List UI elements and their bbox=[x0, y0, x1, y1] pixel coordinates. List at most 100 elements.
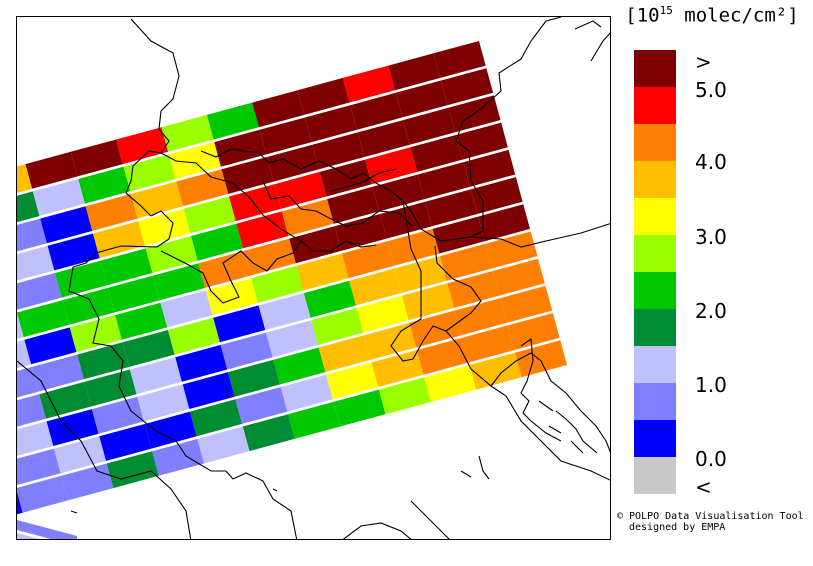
swath-pixel bbox=[388, 53, 441, 91]
swath-pixel bbox=[91, 396, 144, 434]
swath-pixel bbox=[463, 149, 516, 187]
swath-pixel bbox=[441, 68, 494, 106]
swath-pixel bbox=[409, 310, 462, 348]
swath-pixel bbox=[206, 102, 259, 140]
swath-pixel bbox=[175, 344, 228, 382]
swath-pixel bbox=[62, 287, 115, 325]
swath-pixel bbox=[100, 248, 153, 286]
swath-pixel bbox=[78, 166, 131, 204]
swath-pixel bbox=[318, 335, 371, 373]
swath-pixel bbox=[122, 330, 175, 367]
swath-pixel bbox=[84, 369, 137, 407]
swath-pixel bbox=[213, 305, 266, 343]
legend-swatch bbox=[634, 346, 676, 383]
swath-pixel bbox=[182, 372, 235, 409]
swath-pixel bbox=[17, 448, 61, 486]
swath-pixel bbox=[99, 424, 152, 461]
swath-pixel bbox=[454, 298, 507, 336]
swath-pixel bbox=[17, 245, 55, 281]
legend-label-0: 0.0 bbox=[695, 447, 727, 471]
legend-swatch bbox=[634, 420, 676, 457]
swath-pixel bbox=[395, 80, 448, 118]
swath-pixel bbox=[236, 211, 289, 249]
swath-pixel bbox=[242, 414, 295, 452]
legend-swatch bbox=[634, 87, 676, 124]
legend-swatch bbox=[634, 457, 676, 494]
legend-swatch bbox=[634, 161, 676, 198]
swath-pixel bbox=[107, 275, 160, 313]
swath-pixel bbox=[372, 174, 425, 212]
legend-swatch bbox=[634, 235, 676, 272]
swath-pixel bbox=[116, 127, 169, 165]
swath-pixel bbox=[243, 238, 296, 276]
swath-pixel bbox=[378, 377, 431, 415]
swath-pixel bbox=[138, 208, 191, 246]
swath-pixel bbox=[17, 339, 32, 369]
swath-pixel bbox=[274, 171, 327, 209]
swath-pixel bbox=[485, 231, 538, 269]
swath-pixel bbox=[190, 399, 243, 437]
swath-pixel bbox=[289, 226, 342, 264]
swath-pixel bbox=[514, 340, 567, 378]
satellite-swaths bbox=[17, 41, 567, 539]
country-borders bbox=[17, 17, 610, 539]
swath-pixel bbox=[416, 337, 469, 375]
swath-pixel bbox=[17, 475, 68, 513]
swath-pixel bbox=[333, 389, 386, 427]
swath-pixel bbox=[273, 347, 326, 385]
swath-pixel bbox=[17, 394, 46, 427]
swath-pixel bbox=[191, 223, 244, 261]
swath-pixel bbox=[197, 426, 250, 464]
swath-pixel bbox=[297, 77, 350, 115]
swath-pixel bbox=[326, 362, 379, 400]
swath-pixel bbox=[478, 204, 530, 242]
swath-pixel bbox=[280, 374, 333, 412]
swath-pixel bbox=[433, 41, 486, 78]
legend-label-4: 4.0 bbox=[695, 150, 727, 174]
swath-pixel bbox=[17, 300, 70, 338]
map-panel[interactable] bbox=[16, 16, 611, 540]
swath-pixel bbox=[327, 186, 380, 224]
swath-pixel bbox=[47, 233, 100, 271]
swath-pixel bbox=[356, 295, 409, 333]
swath-pixel bbox=[403, 107, 456, 145]
swath-pixel bbox=[168, 142, 221, 179]
credit-line-2: designed by EMPA bbox=[629, 522, 726, 533]
swath-pixel bbox=[387, 228, 440, 266]
legend-swatch bbox=[634, 272, 676, 309]
swath-pixel bbox=[17, 520, 77, 539]
swath-pixel bbox=[342, 65, 395, 103]
swath-pixel bbox=[93, 221, 145, 259]
swath-pixel bbox=[55, 260, 107, 298]
legend-swatch bbox=[634, 198, 676, 235]
swath-pixel bbox=[31, 354, 84, 392]
swath-pixel bbox=[365, 147, 418, 185]
swath-pixel bbox=[410, 135, 463, 172]
swath-pixel bbox=[161, 114, 214, 152]
legend-swatch bbox=[634, 383, 676, 420]
swath-pixel bbox=[17, 533, 40, 539]
swath-pixel bbox=[123, 154, 176, 192]
legend-label-2: 2.0 bbox=[695, 299, 727, 323]
swath-pixel bbox=[424, 365, 477, 402]
swath-pixel bbox=[152, 438, 205, 476]
swath-pixel bbox=[462, 325, 515, 363]
swath-pixel bbox=[259, 117, 312, 155]
swath-pixel bbox=[312, 132, 365, 170]
swath-pixel bbox=[364, 322, 417, 360]
swath-pixel bbox=[153, 263, 206, 301]
legend-label-above: > bbox=[695, 50, 712, 74]
swath-pixel bbox=[17, 491, 23, 515]
swath-pixel bbox=[432, 216, 485, 254]
swath-pixel bbox=[507, 313, 560, 351]
swath-pixel bbox=[500, 285, 553, 323]
swath-pixel bbox=[25, 151, 78, 189]
swath-pixel bbox=[220, 332, 273, 370]
swath-pixel bbox=[205, 278, 258, 316]
swath-pixel bbox=[39, 381, 92, 419]
swath-pixel bbox=[349, 268, 402, 306]
swath-pixel bbox=[440, 243, 492, 281]
swath-pixel bbox=[115, 302, 168, 340]
swath-pixel bbox=[70, 139, 123, 177]
legend-label-3: 3.0 bbox=[695, 225, 727, 249]
